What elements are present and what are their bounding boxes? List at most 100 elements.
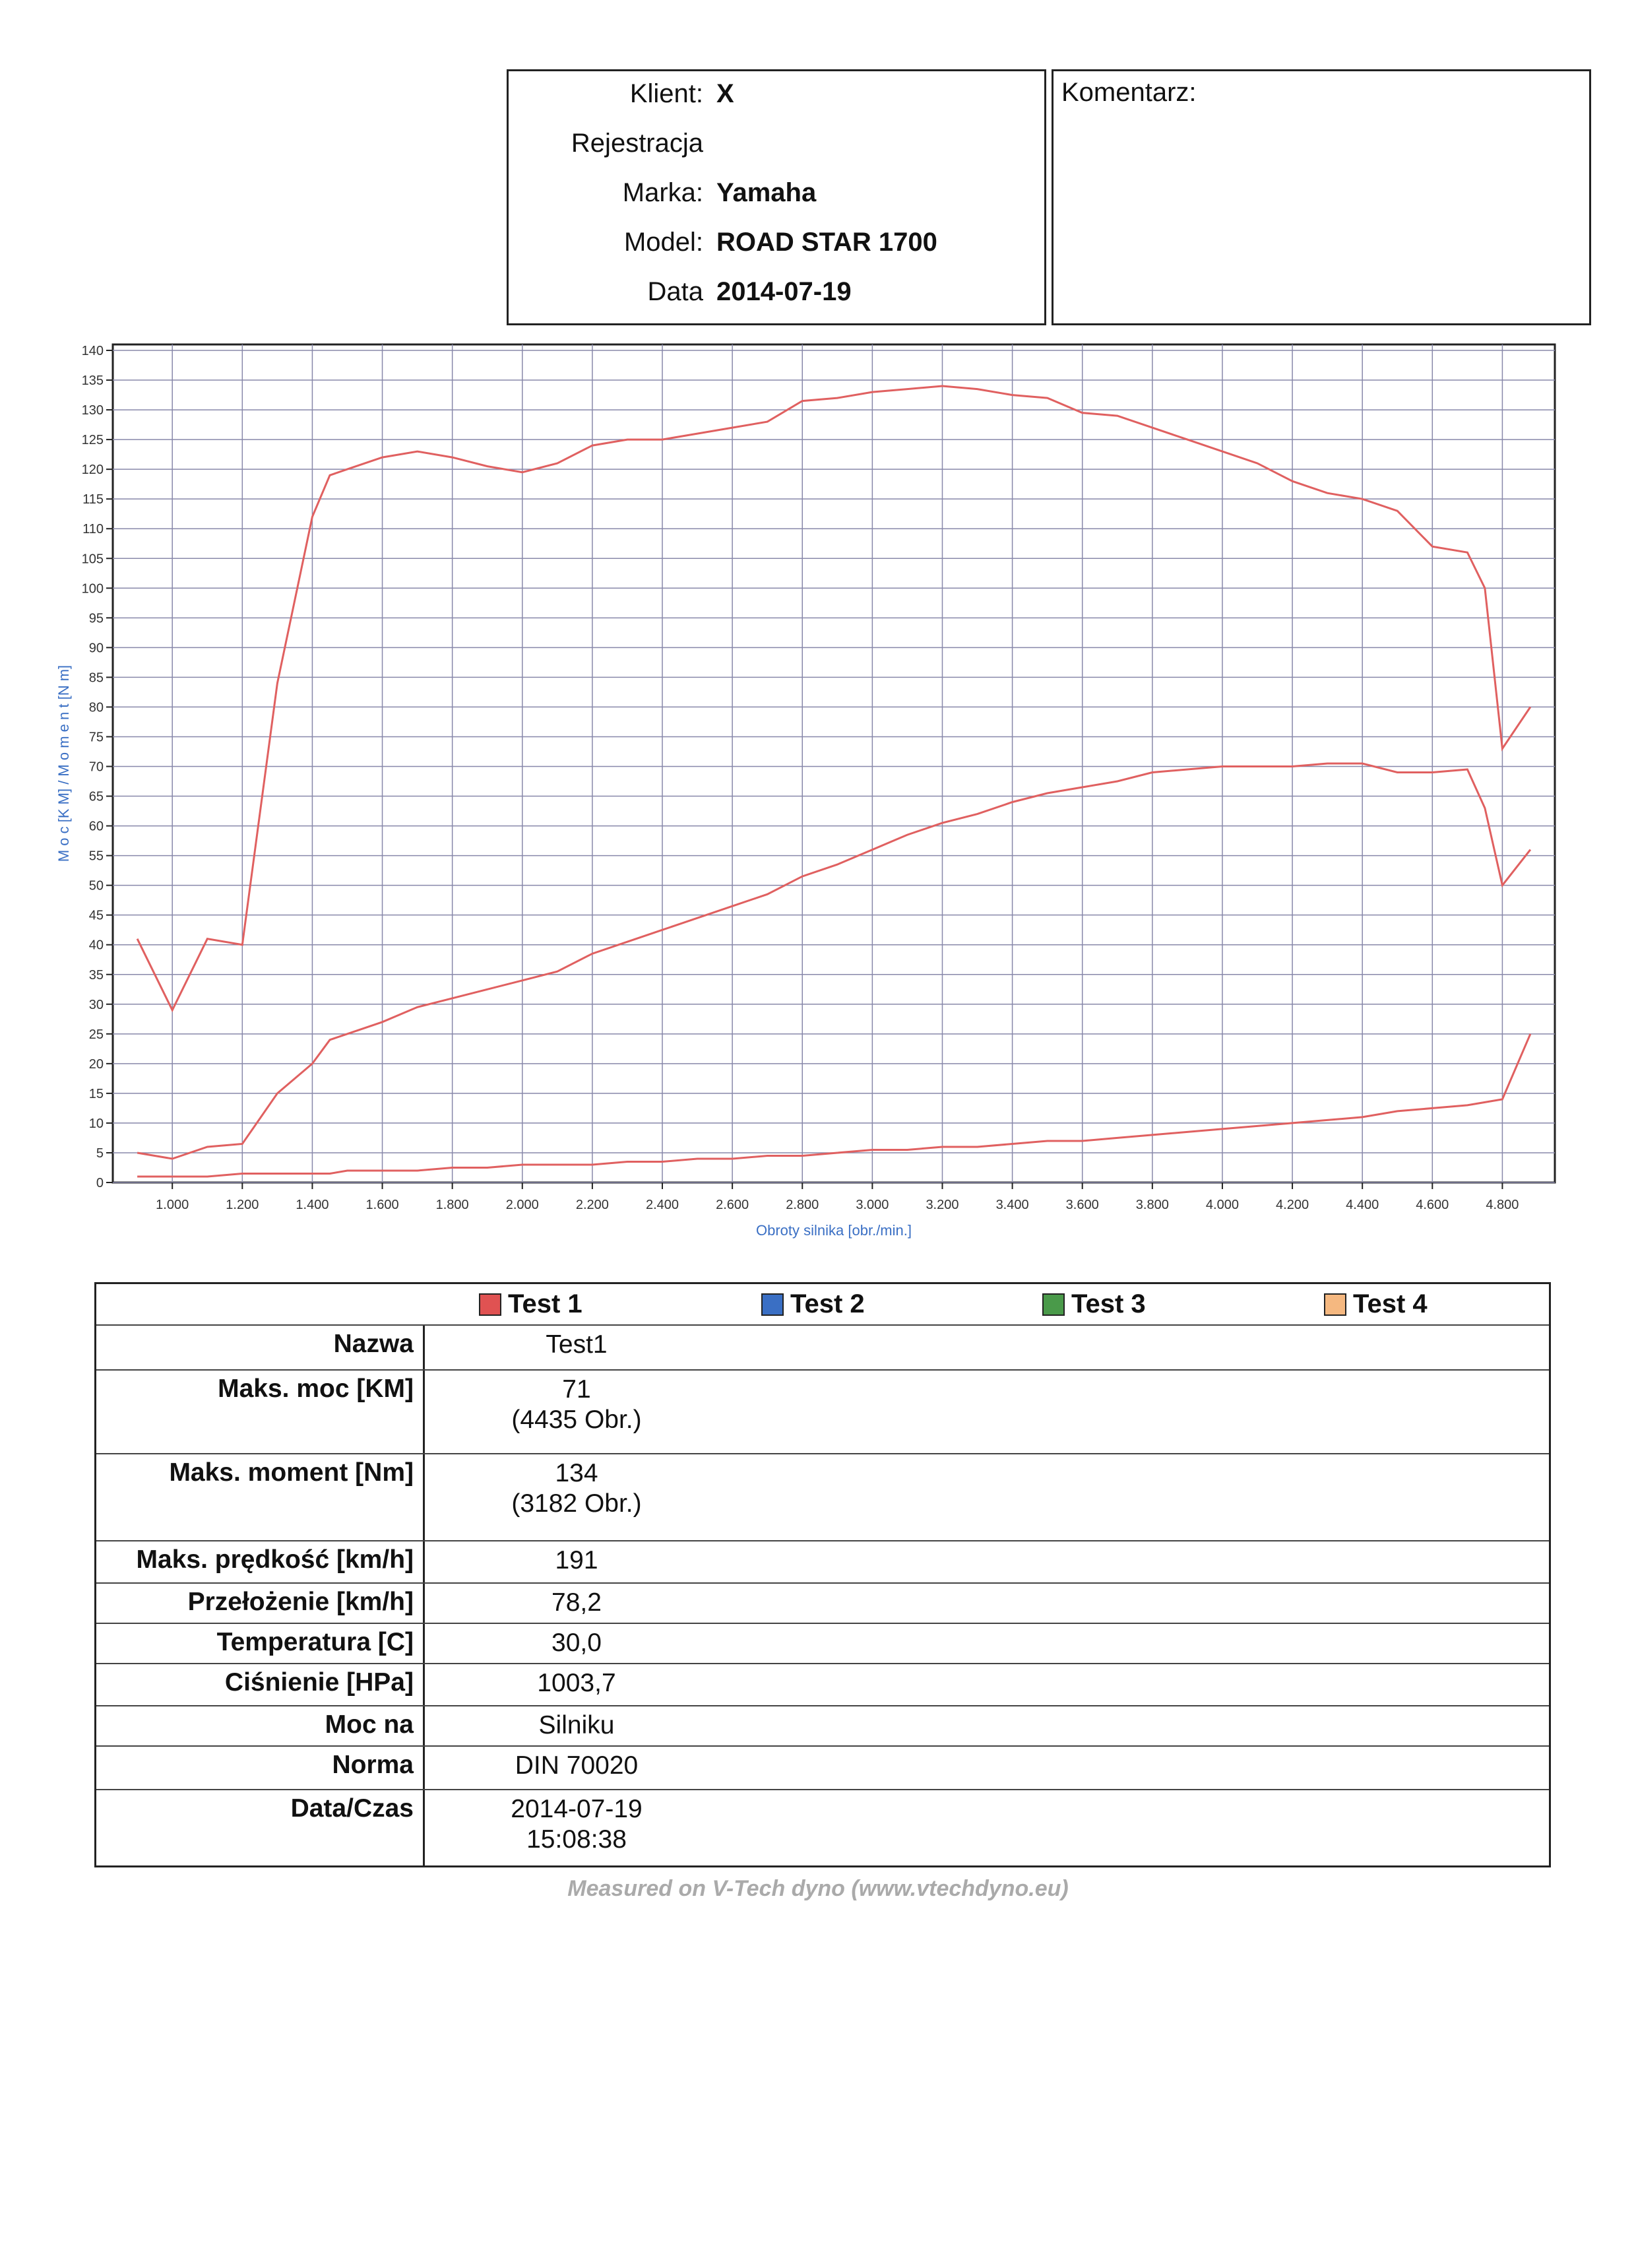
row-label: Data/Czas — [96, 1790, 425, 1865]
x-tick-label: 4.400 — [1346, 1198, 1379, 1212]
y-tick-label: 70 — [89, 760, 104, 775]
y-tick-label: 85 — [89, 670, 104, 685]
row-value: DIN 70020 — [425, 1747, 649, 1789]
x-tick-label: 3.400 — [996, 1198, 1029, 1212]
y-tick-label: 75 — [89, 730, 104, 744]
legend-text: Test 1 — [508, 1289, 582, 1318]
comment-box: Komentarz: — [1052, 69, 1591, 325]
legend-item: Test 2 — [761, 1289, 865, 1319]
table-row: Temperatura [C] 30,0 — [96, 1623, 1549, 1663]
y-tick-label: 20 — [89, 1057, 104, 1072]
row-label: Maks. moment [Nm] — [96, 1454, 425, 1540]
field-label: Data — [647, 277, 704, 306]
chart: 0 5 10 15 20 25 30 35 40 45 50 55 60 65 70 75 80 85 90 95 10… — [55, 343, 1556, 1239]
y-tick-label: 50 — [89, 879, 104, 893]
x-tick-label: 2.000 — [506, 1198, 539, 1212]
y-tick-label: 95 — [89, 611, 104, 626]
row-value: 78,2 — [425, 1584, 649, 1623]
y-tick-label: 15 — [89, 1087, 104, 1101]
x-tick-label: 3.000 — [856, 1198, 889, 1212]
x-tick-label: 1.400 — [296, 1198, 329, 1212]
x-tick-label: 4.200 — [1276, 1198, 1309, 1212]
value-line: 78,2 — [551, 1588, 602, 1617]
value-line: Test1 — [546, 1330, 608, 1359]
x-tick-label: 1.800 — [436, 1198, 469, 1212]
value-line: 2014-07-19 — [511, 1795, 643, 1823]
row-value: 71 (4435 Obr.) — [425, 1371, 649, 1453]
line — [136, 385, 1532, 1013]
y-tick-label: 100 — [82, 581, 104, 596]
value-line: DIN 70020 — [515, 1751, 639, 1780]
x-tick-label: 3.800 — [1136, 1198, 1169, 1212]
table-row: Ciśnienie [HPa] 1003,7 — [96, 1663, 1549, 1705]
y-tick-label: 10 — [89, 1117, 104, 1131]
x-tick-label: 2.400 — [646, 1198, 679, 1212]
comment-label: Komentarz: — [1061, 78, 1197, 107]
value-line: Silniku — [538, 1711, 615, 1739]
row-label: Norma — [96, 1747, 425, 1789]
row-value: Silniku — [425, 1706, 649, 1745]
row-label: Przełożenie [km/h] — [96, 1584, 425, 1623]
legend-text: Test 2 — [790, 1289, 865, 1318]
x-tick-label: 4.000 — [1206, 1198, 1239, 1212]
line — [137, 1033, 1532, 1178]
x-tick-label: 2.200 — [576, 1198, 609, 1212]
table-row: Norma DIN 70020 — [96, 1745, 1549, 1789]
value-line: 191 — [555, 1546, 598, 1574]
y-tick-label: 110 — [82, 522, 104, 536]
y-tick-label: 105 — [82, 552, 104, 566]
legend-swatch — [761, 1293, 784, 1316]
value-line: (3182 Obr.) — [511, 1489, 642, 1518]
table-row: Maks. prędkość [km/h] 191 — [96, 1540, 1549, 1582]
row-value: 1003,7 — [425, 1664, 649, 1705]
x-tick-label: 3.200 — [926, 1198, 959, 1212]
y-tick-label: 35 — [89, 968, 104, 983]
legend-swatch — [479, 1293, 501, 1316]
y-tick-label: 90 — [89, 641, 104, 655]
value-line: 1003,7 — [537, 1669, 616, 1697]
y-tick-label: 5 — [96, 1146, 104, 1161]
value-line: 15:08:38 — [526, 1825, 627, 1854]
legend-item: Test 3 — [1042, 1289, 1146, 1319]
y-tick-label: 125 — [82, 433, 104, 447]
x-tick-label: 4.800 — [1486, 1198, 1519, 1212]
header-box: Klient: X Rejestracja Marka: Yamaha Model: ROA… — [507, 69, 1046, 325]
row-value: 30,0 — [425, 1624, 649, 1663]
y-tick-label: 140 — [82, 344, 104, 358]
y-tick-label: 45 — [89, 909, 104, 923]
y-tick-label: 25 — [89, 1027, 104, 1042]
table-row: Moc na Silniku — [96, 1705, 1549, 1745]
y-tick-label: 135 — [82, 373, 104, 388]
y-tick-label: 115 — [82, 492, 104, 507]
y-tick-label: 120 — [82, 463, 104, 477]
y-tick-label: 65 — [89, 790, 104, 804]
footer: Measured on V-Tech dyno (www.vtechdyno.e… — [567, 1876, 1069, 1901]
legend-text: Test 3 — [1071, 1289, 1146, 1318]
row-label: Maks. prędkość [km/h] — [96, 1541, 425, 1582]
x-tick-label: 1.200 — [226, 1198, 259, 1212]
row-label: Maks. moc [KM] — [96, 1371, 425, 1453]
results-table: Test 1 Test 2 Test 3 Test 4 Nazwa Test1 Maks. … — [94, 1282, 1551, 1867]
row-label: Temperatura [C] — [96, 1624, 425, 1663]
value-line: 71 — [562, 1375, 591, 1404]
y-tick-label: 55 — [89, 849, 104, 864]
field-value: Yamaha — [716, 178, 817, 207]
field-value: ROAD STAR 1700 — [716, 228, 937, 257]
row-value: 191 — [425, 1541, 649, 1582]
y-tick-label: 0 — [96, 1176, 104, 1190]
legend-text: Test 4 — [1353, 1289, 1428, 1318]
legend-item: Test 4 — [1324, 1289, 1428, 1319]
field-label: Rejestracja — [571, 129, 703, 158]
value-line: (4435 Obr.) — [511, 1406, 642, 1434]
table-row: Maks. moc [KM] 71 (4435 Obr.) — [96, 1369, 1549, 1453]
value-line: 30,0 — [551, 1629, 602, 1657]
y-tick-label: 40 — [89, 938, 104, 953]
field-label: Klient: — [629, 79, 703, 108]
field-value: 2014-07-19 — [716, 277, 852, 306]
table-row: Data/Czas 2014-07-19 15:08:38 — [96, 1789, 1549, 1865]
row-label: Nazwa — [96, 1326, 425, 1369]
row-label: Moc na — [96, 1706, 425, 1745]
value-line: 134 — [555, 1459, 598, 1487]
y-tick-label: 130 — [82, 403, 104, 418]
